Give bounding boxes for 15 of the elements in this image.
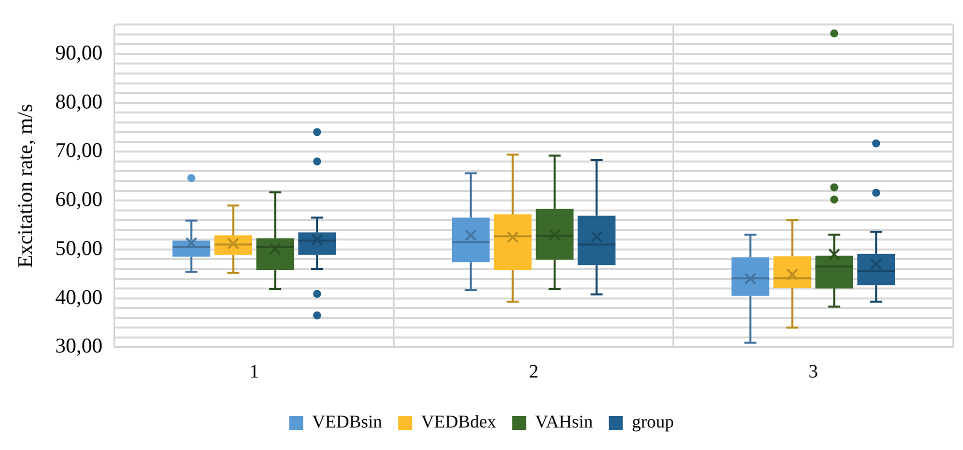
legend-label: group [632, 412, 674, 432]
y-axis-title: Excitation rate, m/s [13, 104, 38, 268]
x-tick-label: 3 [808, 362, 818, 383]
y-tick-label: 70,00 [55, 138, 102, 162]
y-tick-label: 60,00 [55, 187, 102, 212]
legend-label: VAHsin [535, 412, 593, 432]
x-tick-label: 2 [528, 362, 538, 383]
legend-label: VEDBsin [312, 412, 382, 432]
y-tick-label: 30,00 [55, 334, 102, 358]
legend-label: VEDBdex [421, 412, 496, 432]
y-tick-label: 90,00 [55, 40, 102, 64]
y-tick-label: 80,00 [55, 89, 102, 114]
y-tick-label: 50,00 [55, 236, 102, 260]
x-tick-label: 1 [249, 362, 259, 383]
y-tick-label: 40,00 [55, 284, 102, 309]
